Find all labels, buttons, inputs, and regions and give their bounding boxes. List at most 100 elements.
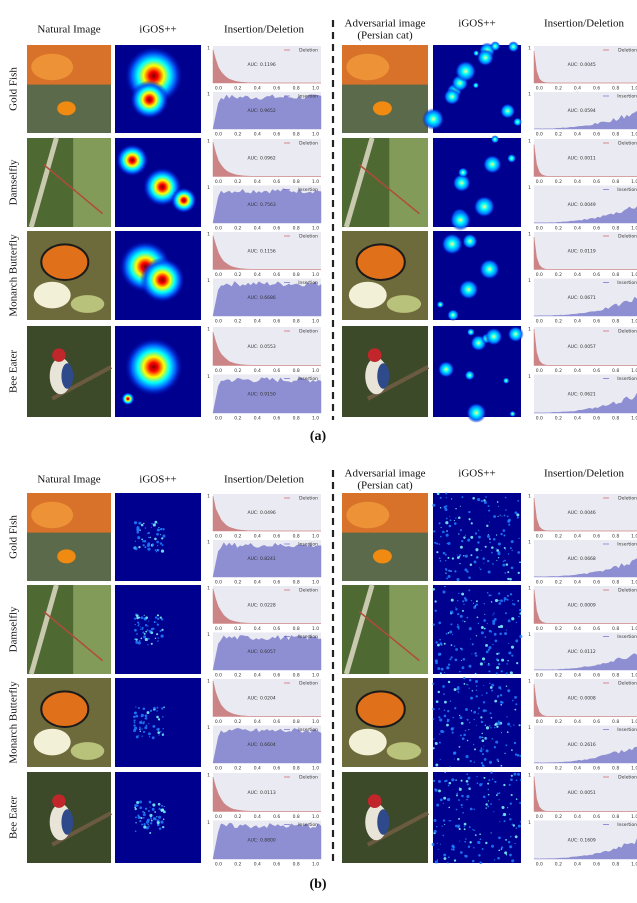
x-tick-label: 0.4 [574, 179, 581, 185]
x-tick-label: 0.8 [612, 179, 619, 185]
heatmap-dot [509, 547, 512, 550]
heatmap-dot [477, 541, 480, 544]
auc-label: AUC: 0.0621 [568, 391, 596, 397]
heatmap-dot [142, 721, 145, 725]
heatmap-dot [497, 856, 500, 860]
heatmap-dot [519, 561, 521, 564]
heatmap-dot [468, 826, 471, 829]
legend-label: Deletion [299, 775, 318, 781]
x-tick-label: 0.2 [234, 862, 241, 868]
heatmap-dot [148, 620, 150, 622]
plot-area [213, 327, 321, 366]
heatmap-dot [445, 517, 448, 520]
x-tick-label: 0.2 [555, 226, 562, 232]
heatmap-dot [150, 526, 153, 528]
heatmap-dot [491, 689, 494, 692]
heatmap-dot [500, 848, 503, 850]
heatmap-dot [473, 847, 475, 849]
heatmap-dot [484, 636, 487, 638]
heatmap-dot [149, 632, 152, 634]
heatmap-dot [463, 682, 466, 685]
insertion-curve [212, 634, 322, 671]
heatmap-dot [500, 532, 503, 536]
heatmap-dot [157, 640, 159, 642]
heatmap-dot [134, 806, 137, 809]
heatmap-dot [483, 757, 487, 761]
heatmap-dot [470, 696, 474, 700]
heatmap-dot [479, 662, 483, 666]
x-tick-label: 0.0 [536, 319, 543, 325]
heatmap-dot [507, 807, 509, 809]
x-tick-label: 1.0 [631, 719, 637, 725]
x-tick-label: 0.8 [293, 319, 300, 325]
heatmap-dot [437, 652, 442, 656]
heatmap-dot [148, 825, 150, 827]
x-tick-label: 0.0 [536, 416, 543, 422]
image-object [41, 691, 89, 727]
heatmap-dot [512, 824, 516, 827]
heatmap-dot [159, 629, 162, 633]
heatmap-dot [468, 510, 471, 514]
heatmap-dot [443, 857, 447, 860]
y-tick-label: 1 [528, 185, 531, 191]
deletion-curve [212, 142, 321, 177]
y-tick-label: 1 [528, 327, 531, 333]
heatmap-dot [502, 563, 506, 567]
heatmap-dot [440, 643, 443, 646]
heatmap-dot [492, 614, 494, 616]
auc-label: AUC: 0.6604 [247, 742, 275, 748]
x-tick-label: 0.2 [234, 368, 241, 374]
heatmap-dot [481, 732, 483, 735]
legend-label: Insertion [617, 376, 637, 382]
image-object [343, 137, 375, 228]
heatmap-dot [160, 820, 164, 824]
heatmap-dot [432, 779, 436, 783]
heatmap-dot [507, 619, 511, 623]
heatmap-dot [483, 619, 487, 622]
heatmap-dot [471, 859, 475, 863]
heatmap-dot [156, 710, 158, 712]
heatmap-dot [494, 722, 498, 726]
heatmap-dot [470, 535, 474, 539]
x-tick-label: 0.6 [593, 226, 600, 232]
heatmap-dot [519, 612, 522, 615]
x-tick-label: 0.2 [234, 626, 241, 632]
x-tick-label: 1.0 [631, 319, 637, 325]
x-tick-label: 0.4 [254, 673, 261, 679]
image-object [43, 611, 104, 662]
heatmap-dot [442, 685, 445, 688]
heatmap-dot [144, 726, 148, 730]
heatmap-dot [511, 749, 513, 751]
heatmap-dot [489, 682, 491, 685]
heatmap-dot [146, 718, 148, 720]
legend-label: Insertion [617, 280, 637, 286]
heatmap-blob [467, 328, 475, 336]
heatmap-dot [480, 761, 484, 765]
heatmap-dot [496, 725, 499, 728]
insertion-curve [212, 376, 322, 414]
heatmap-dot [488, 670, 491, 673]
heatmap-dot [157, 802, 161, 806]
deletion-curve [212, 235, 321, 270]
x-tick-label: 1.0 [312, 319, 319, 325]
heatmap-dot [481, 783, 483, 785]
heatmap-dot [456, 794, 458, 797]
image-region [346, 53, 390, 81]
heatmap-blob [472, 82, 479, 89]
heatmap-blob [476, 49, 494, 67]
heatmap-dot [463, 855, 466, 857]
heatmap-dot [450, 820, 452, 822]
column-header: (Persian cat) [357, 30, 413, 42]
heatmap-dot [147, 823, 149, 826]
heatmap-dot [512, 699, 514, 702]
heatmap-dot [438, 708, 440, 710]
auc-label: AUC: 0.0119 [568, 248, 596, 254]
heatmap-dot [141, 538, 144, 541]
heatmap-dot [468, 678, 472, 682]
heatmap-dot [157, 637, 159, 639]
heatmap-dot [518, 724, 521, 727]
plot-area [534, 679, 637, 717]
heatmap-dot [484, 724, 486, 726]
heatmap-dot [443, 671, 446, 674]
heatmap-dot [495, 672, 498, 675]
